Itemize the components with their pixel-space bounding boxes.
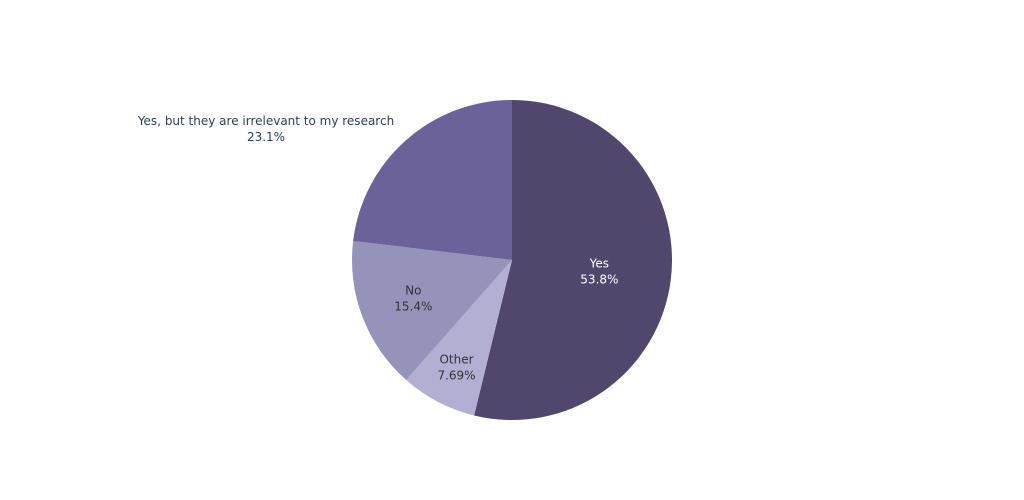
slice-label: No 15.4%: [394, 284, 432, 314]
slice-label-value: 7.69%: [437, 368, 475, 382]
slice-label: Yes 53.8%: [580, 256, 618, 286]
pie-slice-yes-but-they-are-irrelevant-to-my-research[interactable]: [353, 100, 512, 260]
slice-label-name: No: [405, 284, 421, 298]
pie-slice-no[interactable]: [352, 240, 512, 381]
pie-labels: Yes 53.8% Other 7.69% No 15.4% Yes, but they a…: [137, 114, 619, 382]
slice-label-value: 15.4%: [394, 300, 432, 314]
slice-label: Other 7.69%: [437, 352, 475, 382]
slice-label: Yes, but they are irrelevant to my resea…: [137, 114, 394, 144]
pie-slices: [352, 100, 673, 421]
slice-label-name: Yes: [589, 256, 609, 270]
slice-label-name: Other: [439, 352, 473, 366]
slice-label-value: 53.8%: [580, 272, 618, 286]
pie-slice-other[interactable]: [406, 260, 512, 416]
slice-label-name: Yes, but they are irrelevant to my resea…: [137, 114, 394, 128]
slice-label-value: 23.1%: [247, 130, 285, 144]
pie-slice-yes[interactable]: [474, 100, 673, 421]
